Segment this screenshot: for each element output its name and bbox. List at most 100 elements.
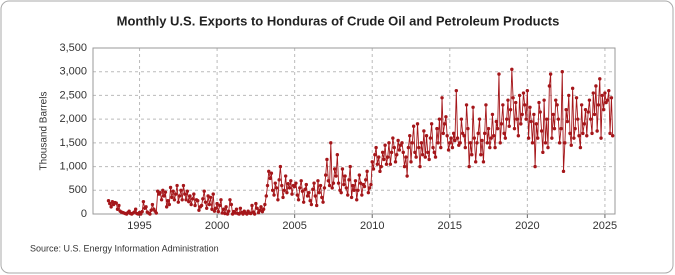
point: [106, 199, 111, 203]
point: [441, 131, 445, 136]
plot-border: [92, 47, 616, 215]
point: [348, 164, 352, 169]
point: [110, 199, 115, 204]
point: [495, 126, 500, 131]
point: [446, 148, 451, 152]
point: [339, 190, 343, 195]
y-tick-label: 3,500: [59, 42, 87, 54]
point: [497, 72, 501, 76]
x-tick-label: 2020: [515, 220, 539, 232]
point: [559, 126, 563, 131]
point: [467, 164, 471, 169]
point: [458, 141, 462, 145]
point: [212, 209, 217, 213]
point: [205, 206, 209, 211]
point: [168, 185, 173, 190]
point: [543, 141, 548, 145]
point: [170, 195, 174, 200]
point: [148, 212, 152, 216]
point: [295, 193, 300, 197]
point: [371, 167, 376, 171]
y-tick-label: 1,000: [59, 160, 87, 172]
x-tick-label: 2005: [282, 220, 306, 232]
point: [258, 208, 262, 212]
point: [364, 178, 368, 182]
point: [304, 182, 308, 187]
point: [268, 176, 272, 181]
point: [459, 117, 464, 121]
point: [427, 157, 431, 162]
point: [215, 201, 219, 206]
point: [199, 203, 204, 208]
point: [568, 131, 572, 136]
y-tick-label: 3,000: [59, 66, 87, 78]
point: [330, 186, 334, 190]
point: [539, 129, 544, 133]
point: [591, 91, 595, 95]
point: [476, 131, 480, 136]
point: [439, 145, 443, 150]
point: [211, 192, 215, 196]
point: [557, 141, 562, 145]
point: [117, 203, 121, 208]
point: [444, 115, 448, 119]
point: [367, 186, 372, 190]
point: [340, 167, 345, 171]
point: [401, 150, 405, 155]
point: [436, 141, 440, 145]
point: [172, 198, 177, 202]
point: [505, 117, 509, 121]
point: [598, 77, 602, 81]
point: [556, 117, 561, 121]
point: [355, 198, 359, 202]
point: [586, 110, 590, 114]
point: [179, 188, 183, 192]
point: [514, 100, 518, 105]
point: [308, 199, 312, 203]
point: [391, 136, 395, 140]
point: [605, 98, 610, 102]
point: [197, 208, 201, 212]
point: [423, 155, 427, 159]
point: [574, 96, 579, 100]
point: [532, 112, 536, 117]
point: [280, 183, 284, 188]
point: [265, 183, 270, 188]
point: [590, 131, 594, 136]
point: [548, 72, 553, 76]
point: [451, 131, 456, 136]
point: [417, 145, 421, 150]
point: [196, 199, 200, 203]
point: [404, 155, 408, 159]
point: [490, 112, 495, 117]
point: [352, 188, 356, 192]
point: [303, 187, 307, 192]
point: [192, 192, 196, 196]
point: [277, 178, 281, 182]
point: [545, 117, 549, 121]
point: [334, 174, 338, 178]
point: [286, 181, 290, 186]
point: [466, 126, 470, 131]
point: [164, 205, 169, 209]
point: [369, 182, 373, 187]
point: [554, 98, 558, 102]
point: [510, 67, 514, 72]
point: [190, 197, 195, 201]
point: [477, 117, 482, 121]
point: [331, 181, 336, 185]
point: [175, 183, 179, 188]
chart-title: Monthly U.S. Exports to Honduras of Crud…: [117, 13, 560, 28]
point: [183, 192, 187, 196]
point: [347, 178, 351, 182]
point: [171, 189, 175, 193]
point: [396, 138, 400, 143]
point: [259, 205, 263, 209]
point: [325, 157, 329, 162]
point: [573, 126, 577, 131]
point: [581, 131, 585, 136]
point: [370, 160, 374, 164]
point: [287, 186, 292, 190]
point: [176, 200, 181, 204]
